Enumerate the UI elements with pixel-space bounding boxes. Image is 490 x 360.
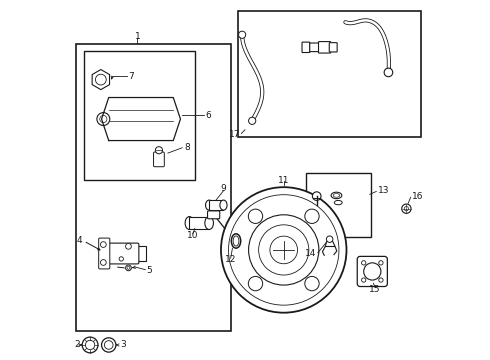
Ellipse shape xyxy=(333,194,340,197)
Circle shape xyxy=(221,187,346,313)
Circle shape xyxy=(248,117,256,125)
Text: 3: 3 xyxy=(120,341,126,350)
Text: 16: 16 xyxy=(412,192,423,201)
Circle shape xyxy=(85,340,95,350)
Circle shape xyxy=(362,278,366,282)
Circle shape xyxy=(228,195,339,305)
Circle shape xyxy=(379,261,383,265)
Ellipse shape xyxy=(185,217,194,229)
Bar xyxy=(209,200,223,210)
Circle shape xyxy=(270,236,297,264)
Text: 5: 5 xyxy=(147,266,152,275)
Bar xyxy=(76,44,231,330)
Ellipse shape xyxy=(331,192,342,199)
FancyBboxPatch shape xyxy=(208,211,220,219)
Text: 9: 9 xyxy=(220,184,226,193)
Bar xyxy=(306,173,370,237)
Circle shape xyxy=(100,116,107,123)
Bar xyxy=(84,51,195,180)
Circle shape xyxy=(82,337,98,353)
FancyBboxPatch shape xyxy=(329,42,337,52)
Text: 11: 11 xyxy=(278,176,290,185)
Text: 15: 15 xyxy=(369,284,381,293)
Circle shape xyxy=(379,278,383,282)
Text: 6: 6 xyxy=(205,111,211,120)
Ellipse shape xyxy=(114,246,122,261)
FancyBboxPatch shape xyxy=(302,42,310,53)
Ellipse shape xyxy=(334,201,342,205)
Circle shape xyxy=(384,68,393,77)
Circle shape xyxy=(239,31,245,39)
Ellipse shape xyxy=(233,236,239,246)
Circle shape xyxy=(104,341,113,349)
Circle shape xyxy=(127,266,130,269)
Circle shape xyxy=(326,236,333,242)
Circle shape xyxy=(155,147,163,154)
FancyBboxPatch shape xyxy=(105,243,139,264)
Circle shape xyxy=(125,243,131,249)
Bar xyxy=(238,12,421,137)
FancyBboxPatch shape xyxy=(357,256,388,287)
Circle shape xyxy=(313,192,321,201)
Ellipse shape xyxy=(205,217,214,229)
Circle shape xyxy=(362,261,366,265)
FancyBboxPatch shape xyxy=(318,41,331,53)
Circle shape xyxy=(259,225,309,275)
Circle shape xyxy=(404,207,409,211)
Circle shape xyxy=(101,338,116,352)
Text: 13: 13 xyxy=(378,186,389,195)
FancyBboxPatch shape xyxy=(153,152,164,167)
Text: 17: 17 xyxy=(229,130,241,139)
Polygon shape xyxy=(92,69,110,90)
Circle shape xyxy=(305,276,319,291)
Circle shape xyxy=(248,209,263,224)
Circle shape xyxy=(248,215,319,285)
Ellipse shape xyxy=(205,200,213,210)
Text: 1: 1 xyxy=(135,32,140,41)
Circle shape xyxy=(100,260,106,265)
Circle shape xyxy=(96,74,106,85)
FancyBboxPatch shape xyxy=(310,43,320,51)
Circle shape xyxy=(119,257,123,261)
Circle shape xyxy=(100,242,106,247)
FancyBboxPatch shape xyxy=(98,238,110,269)
Text: 14: 14 xyxy=(305,249,317,258)
Ellipse shape xyxy=(231,234,241,248)
Text: 7: 7 xyxy=(128,72,134,81)
Circle shape xyxy=(402,204,411,213)
Text: 8: 8 xyxy=(184,143,190,152)
Text: 12: 12 xyxy=(225,255,236,264)
Text: 2: 2 xyxy=(74,341,80,350)
Bar xyxy=(190,217,209,229)
Text: 4: 4 xyxy=(76,237,82,246)
Polygon shape xyxy=(101,98,180,140)
Circle shape xyxy=(305,209,319,224)
Bar xyxy=(118,246,147,261)
Text: 10: 10 xyxy=(187,231,199,240)
Circle shape xyxy=(125,265,131,271)
Circle shape xyxy=(97,113,110,126)
Ellipse shape xyxy=(220,200,227,210)
Circle shape xyxy=(248,276,263,291)
Circle shape xyxy=(364,263,381,280)
